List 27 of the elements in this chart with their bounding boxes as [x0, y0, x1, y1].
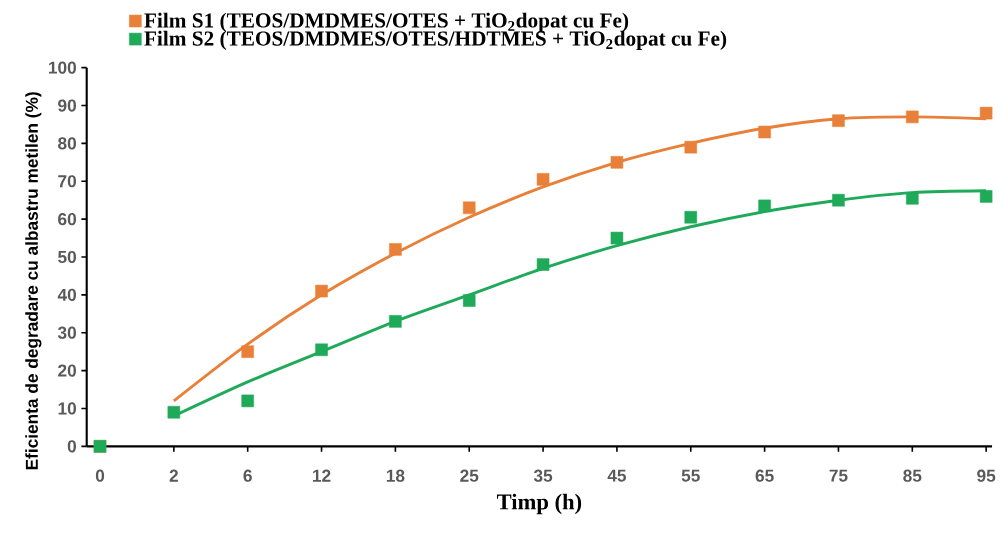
y-tick-label: 10	[58, 402, 76, 415]
y-tick-label: 20	[58, 364, 76, 377]
x-axis-title: Timp (h)	[496, 493, 582, 515]
x-tick-label: 45	[607, 469, 627, 482]
y-tick-label: 90	[58, 99, 76, 112]
x-tick-label: 18	[386, 469, 405, 482]
x-tick-label: 6	[243, 469, 252, 482]
x-tick-label: 35	[533, 469, 553, 482]
x-tick-label: 55	[681, 469, 700, 482]
y-tick-label: 100	[48, 61, 76, 74]
x-tick-label: 65	[755, 469, 774, 482]
y-tick-label: 60	[58, 213, 76, 226]
y-tick-label: 50	[58, 250, 76, 264]
x-tick-label: 0	[95, 469, 105, 482]
x-tick-label: 2	[169, 469, 178, 482]
legend-label: Film S2 (TEOS/DMDMES/OTES/HDTMES + TiO$_{2}$dopat cu Fe)	[144, 30, 727, 50]
x-tick-label: 25	[460, 469, 479, 482]
y-tick-label: 30	[57, 326, 76, 339]
x-tick-label: 95	[977, 469, 996, 482]
x-tick-label: 75	[829, 469, 848, 482]
y-tick-label: 80	[58, 137, 76, 150]
x-tick-label: 12	[313, 469, 331, 482]
y-tick-label: 70	[58, 175, 76, 188]
y-tick-label: 40	[57, 288, 76, 301]
y-tick-label: 0	[67, 440, 76, 453]
x-tick-label: 85	[903, 469, 922, 482]
y-axis-title: Eficienta de degradare cu albastru metilen (%)	[25, 92, 42, 470]
